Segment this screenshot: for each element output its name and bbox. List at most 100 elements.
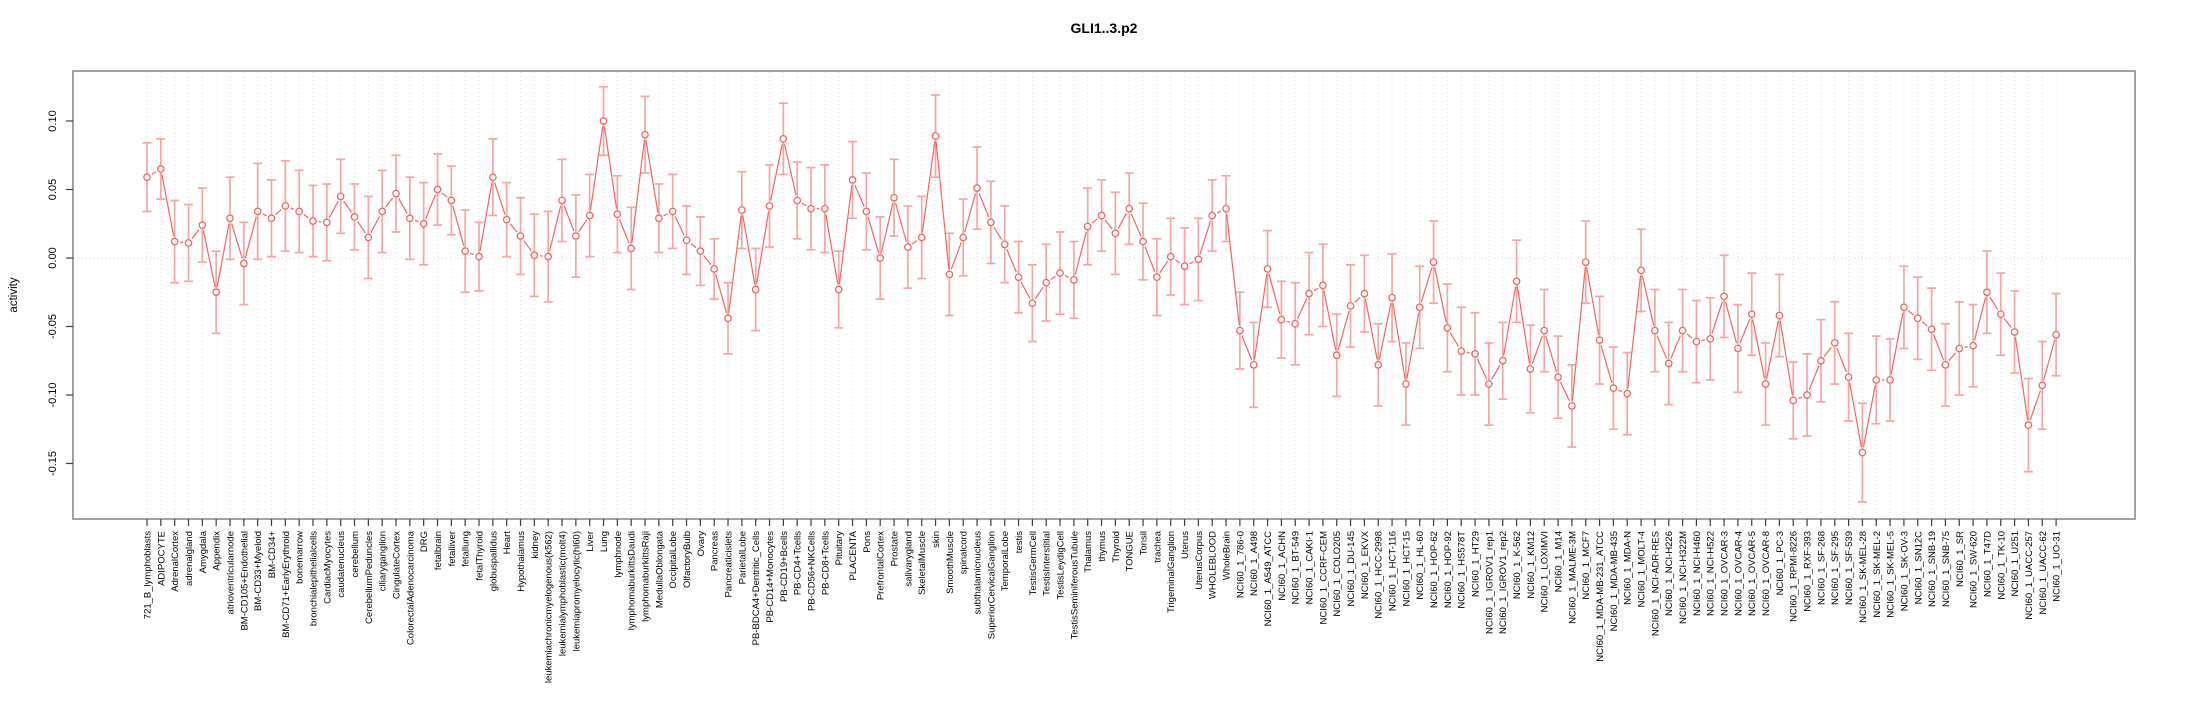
series-line-segment [191,229,200,239]
series-line-segment [703,255,712,265]
data-point [1042,278,1051,287]
x-tick-label: NCI60_1_HOP-62 [1429,531,1440,608]
x-tick-label: NCI60_1_OVCAR-8 [1761,531,1772,616]
x-tick-label: NCI60_1_HOP-92 [1443,531,1454,608]
series-line-segment [1862,385,1876,448]
data-point [281,202,290,210]
series-line-segment [715,274,728,314]
x-tick-label: TestisInterstitial [1042,531,1053,596]
series-line-segment [262,213,267,217]
data-point [793,196,802,205]
x-tick-label: cerebellum [350,531,361,578]
x-tick-label: NCI60_1_SN12C [1913,531,1924,605]
data-point [1996,310,2005,319]
data-point [572,232,580,240]
x-tick-label: PB-CD4+Tcells [793,531,804,595]
series-line-segment [1618,389,1623,393]
data-point [945,270,954,279]
x-tick-label: NCI60_1_EKVX [1360,530,1371,599]
data-point [1194,255,1203,264]
series-line-segment [1641,275,1655,326]
x-tick-label: Thalamus [1083,531,1094,573]
data-point [1153,273,1161,282]
plot-border [72,70,2136,520]
x-tick-label: WHOLEBLOOD [1208,531,1219,599]
x-tick-label: Ovary [696,531,707,557]
data-point [696,247,705,255]
series-line-segment [880,202,894,253]
data-point [1706,334,1715,343]
x-tick-label: Prostate [890,531,901,566]
series-line-segment [1739,319,1751,344]
data-point [1014,273,1023,282]
x-tick-label: PB-CD14+Monocytes [765,531,776,623]
data-point [1263,265,1272,273]
x-tick-label: CardiacMyocytes [322,531,333,604]
x-tick-label: PB-BDCA4+Dentritic_Cells [751,531,762,646]
x-tick-label: TestisSeminiferousTubule [1069,531,1080,639]
series-line-segment [663,213,669,217]
series-line-segment [1420,267,1433,303]
data-point [1969,341,1977,350]
data-point [322,218,331,227]
series-line-segment [1836,347,1848,373]
data-point [1319,281,1327,290]
data-point [1983,288,1991,297]
series-line-segment [645,140,659,213]
series-line-segment [1933,334,1944,360]
series-line-segment [1064,274,1070,279]
data-point [392,189,400,198]
data-point [1581,258,1590,266]
data-point [848,176,857,184]
data-point [502,215,511,224]
series-line-segment [978,193,990,218]
data-point [1941,361,1950,369]
x-tick-label: SkeletalMuscle [917,531,928,595]
x-tick-label: Pancreas [710,531,721,571]
data-point [1623,389,1632,398]
series-line-segment [921,141,936,233]
series-line-segment [1973,297,1987,341]
data-point [1443,324,1452,332]
series-line-segment [950,242,962,270]
series-line-segment [1711,301,1723,334]
data-point [613,210,622,219]
series-line-segment [1074,231,1087,275]
series-line-segment [993,226,1003,240]
series-line-segment [1779,320,1793,396]
x-tick-label: TONGUE [1125,531,1136,571]
x-tick-label: NCI60_1_T47D [1982,531,1993,597]
x-tick-label: testis [1014,531,1025,553]
x-tick-label: UterusCorpus [1194,531,1205,590]
data-point [1332,351,1341,360]
x-tick-label: CerebellumPeduncles [364,531,375,624]
series-line-segment [1670,335,1681,359]
data-point [1886,376,1894,384]
x-tick-label: TemporalLobe [1000,531,1011,591]
data-point [821,204,829,213]
series-line-segment [912,240,918,245]
series-line-segment [385,197,394,208]
series-line-segment [674,216,685,236]
series-line-segment [1752,319,1766,379]
x-tick-label: NCI60_1_UO-31 [2052,531,2063,602]
x-tick-label: Uterus [1180,531,1191,559]
series-line-segment [631,140,645,244]
series-line-segment [1823,346,1832,357]
series-line-segment [1253,274,1268,360]
y-axis-label: activity [8,277,20,312]
x-tick-label: NCI60_1_A498 [1249,531,1260,596]
series-line-segment [357,221,366,234]
data-point [1900,303,1908,312]
x-tick-label: NCI60_1_CCRF-CEM [1318,531,1329,625]
x-tick-label: NCI60_1_IGROV1_rep2 [1498,531,1509,634]
series-line-segment [1724,301,1738,344]
data-point [987,218,995,227]
x-tick-label: NCI60_1_SK-MEL-2 [1872,531,1883,618]
data-point [1415,303,1424,312]
series-line-segment [1296,298,1308,320]
x-tick-label: NCI60_1_SF-268 [1816,531,1827,605]
data-point [1028,299,1037,308]
data-point [530,251,539,260]
series-line-segment [1091,218,1098,224]
